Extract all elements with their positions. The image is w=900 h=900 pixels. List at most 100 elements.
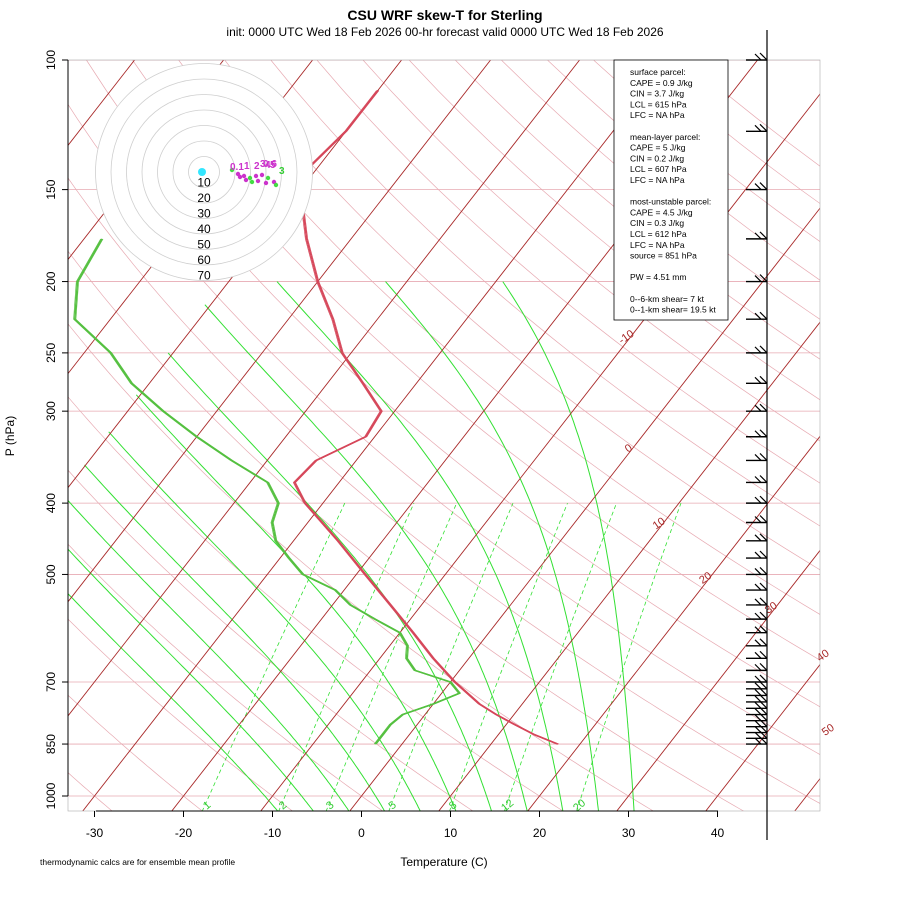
hodograph-height-label: 2 [254,161,260,172]
y-tick-label: 250 [44,343,58,363]
moist-adiabat-line [135,394,457,811]
hodograph-ring [188,156,220,188]
x-tick-label: -20 [175,826,193,840]
isotherm-label: 40 [815,647,832,664]
isotherm-line [527,435,820,811]
dry-adiabat-line [316,60,820,484]
x-tick-label: 20 [533,826,547,840]
stats-line: 0--6-km shear= 7 kt [630,294,705,304]
wind-barb [746,700,768,709]
mixing-ratio-line [325,502,458,811]
hodograph-height-label: 1 [244,161,250,172]
wind-barbs [746,52,768,745]
stats-line: source = 851 hPa [630,251,697,261]
stats-line: CIN = 0.2 J/kg [630,153,684,163]
wind-barb [746,736,768,745]
wind-barb [746,453,768,462]
y-axis-label: P (hPa) [3,416,17,456]
hodograph-ring [172,140,236,204]
hodograph-ring [157,125,251,219]
stats-line: CAPE = 5 J/kg [630,143,686,153]
mixing-ratio-line [449,502,568,811]
isotherm-label: 30 [763,600,780,617]
isotherm-label: 10 [651,515,668,532]
mixing-ratio-line [278,502,415,811]
y-tick-label: 1000 [44,782,58,809]
mixing-ratio-line [504,502,617,811]
x-axis-label: Temperature (C) [400,855,487,869]
wind-barb [746,713,768,722]
wind-barb [746,345,768,354]
stats-line: most-unstable parcel: [630,197,711,207]
wind-barb [746,311,768,320]
stats-box [613,59,729,321]
y-tick-label: 700 [44,672,58,692]
chart-title: CSU WRF skew-T for Sterling [347,7,542,23]
mixing-ratio-labels: 1 2 3 5 8 12 20 [201,797,588,814]
stats-line: LCL = 612 hPa [630,229,687,239]
hodograph-ring [110,78,298,266]
hodograph-ring-label: 30 [197,207,211,221]
wind-barb [746,274,768,283]
wind-barb [746,429,768,438]
dry-adiabat-line [68,396,564,811]
hodograph-point [243,177,249,183]
moist-adiabat-line [502,281,635,811]
hodograph-point [237,174,243,180]
dry-adiabat-line [68,177,820,804]
isotherm-label: 50 [820,722,837,739]
wind-barb [746,625,768,634]
hodograph-point [265,175,271,181]
wind-barb [746,694,768,703]
stats-line: LFC = NA hPa [630,240,685,250]
x-tick-label: 0 [358,826,365,840]
dewpoint-line [73,238,459,745]
x-tick-label: -30 [86,826,104,840]
isotherm-line [438,321,820,811]
hodograph-height-label: 3 [260,159,266,170]
hodograph-point [241,173,247,179]
y-tick-label: 150 [44,179,58,199]
mixing-ratio-line [201,502,346,811]
wind-barb [746,582,768,591]
isotherm-line [82,60,669,811]
hodograph-ring [141,109,267,235]
y-tick-label: 500 [44,564,58,584]
isotherm-line [883,60,900,812]
hodograph-point [253,173,259,179]
temperature-line [295,90,560,745]
wind-barb [746,674,768,683]
moist-adiabat-line [276,281,564,811]
hodograph-height-label: 3 [279,166,285,177]
hodograph-point [247,175,253,181]
hodograph-height-label: 0.1 [230,162,244,173]
dry-adiabat-line [68,323,654,811]
wind-barb [746,182,768,191]
isotherm-line [349,207,820,811]
moist-adiabat-line [385,281,599,811]
mixing-ratio-label: 3 [324,799,336,812]
mixing-ratio-label: 5 [386,799,398,812]
stats-line: surface parcel: [630,67,686,77]
stats-line: LCL = 607 hPa [630,164,687,174]
hodograph-center-point [198,168,206,176]
mixing-ratio-line [576,502,682,811]
y-tick-label: 300 [44,401,58,421]
wind-barb [746,687,768,697]
wind-barb [746,533,768,542]
stats-line: CIN = 0.3 J/kg [630,218,684,228]
dewpoint-line [74,238,461,745]
mixing-ratio-lines [201,502,682,811]
wind-barb [746,495,768,504]
wind-barb [746,475,768,484]
wind-barb [746,638,768,647]
stats-line: 0--1-km shear= 19.5 kt [630,305,716,315]
dry-adiabat-line [68,250,745,811]
dry-adiabats [68,60,820,811]
hodograph-ring [126,94,282,250]
temperature-series [292,90,560,745]
stats-line: LFC = NA hPa [630,110,685,120]
y-tick-label: 200 [44,271,58,291]
